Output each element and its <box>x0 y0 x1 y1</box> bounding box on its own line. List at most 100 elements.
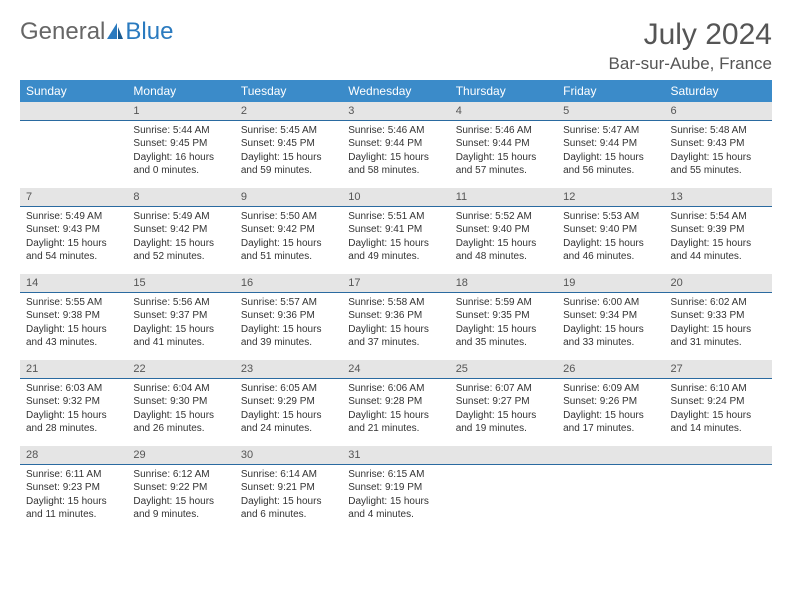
sunset-text: Sunset: 9:19 PM <box>348 481 443 495</box>
sunrise-text: Sunrise: 6:11 AM <box>26 468 121 482</box>
sunrise-text: Sunrise: 5:44 AM <box>133 124 228 138</box>
day-cell: Sunrise: 5:58 AMSunset: 9:36 PMDaylight:… <box>342 292 449 360</box>
day-cell: Sunrise: 5:57 AMSunset: 9:36 PMDaylight:… <box>235 292 342 360</box>
day-number: 9 <box>235 188 342 206</box>
sunset-text: Sunset: 9:36 PM <box>348 309 443 323</box>
daylight-text: Daylight: 15 hours and 43 minutes. <box>26 323 121 350</box>
sunset-text: Sunset: 9:43 PM <box>671 137 766 151</box>
daylight-text: Daylight: 15 hours and 57 minutes. <box>456 151 551 178</box>
daylight-text: Daylight: 15 hours and 51 minutes. <box>241 237 336 264</box>
sunrise-text: Sunrise: 6:09 AM <box>563 382 658 396</box>
logo-text-blue: Blue <box>125 18 173 46</box>
daylight-text: Daylight: 15 hours and 39 minutes. <box>241 323 336 350</box>
daylight-text: Daylight: 15 hours and 6 minutes. <box>241 495 336 522</box>
day-cell: Sunrise: 6:02 AMSunset: 9:33 PMDaylight:… <box>665 292 772 360</box>
daylight-text: Daylight: 15 hours and 33 minutes. <box>563 323 658 350</box>
day-number: 20 <box>665 274 772 292</box>
sunrise-text: Sunrise: 6:03 AM <box>26 382 121 396</box>
sunset-text: Sunset: 9:44 PM <box>348 137 443 151</box>
sunrise-text: Sunrise: 5:55 AM <box>26 296 121 310</box>
day-number: 16 <box>235 274 342 292</box>
weekday-header-row: Sunday Monday Tuesday Wednesday Thursday… <box>20 80 772 102</box>
day-number: 27 <box>665 360 772 378</box>
day-number: 17 <box>342 274 449 292</box>
location: Bar-sur-Aube, France <box>609 54 772 74</box>
sunset-text: Sunset: 9:35 PM <box>456 309 551 323</box>
weekday-header: Friday <box>557 80 664 102</box>
calendar-table: Sunday Monday Tuesday Wednesday Thursday… <box>20 80 772 532</box>
day-number: 11 <box>450 188 557 206</box>
sunset-text: Sunset: 9:28 PM <box>348 395 443 409</box>
day-cell: Sunrise: 6:10 AMSunset: 9:24 PMDaylight:… <box>665 378 772 446</box>
daylight-text: Daylight: 15 hours and 14 minutes. <box>671 409 766 436</box>
day-number: 25 <box>450 360 557 378</box>
sunrise-text: Sunrise: 5:52 AM <box>456 210 551 224</box>
day-number: 14 <box>20 274 127 292</box>
day-number: 26 <box>557 360 664 378</box>
day-number <box>557 446 664 464</box>
daylight-text: Daylight: 15 hours and 48 minutes. <box>456 237 551 264</box>
header: General Blue July 2024 Bar-sur-Aube, Fra… <box>20 18 772 74</box>
day-number: 23 <box>235 360 342 378</box>
day-number: 24 <box>342 360 449 378</box>
day-cell: Sunrise: 5:50 AMSunset: 9:42 PMDaylight:… <box>235 206 342 274</box>
daylight-text: Daylight: 15 hours and 55 minutes. <box>671 151 766 178</box>
day-cell <box>20 120 127 188</box>
sunset-text: Sunset: 9:24 PM <box>671 395 766 409</box>
day-number: 15 <box>127 274 234 292</box>
sunrise-text: Sunrise: 6:00 AM <box>563 296 658 310</box>
weekday-header: Tuesday <box>235 80 342 102</box>
day-cell: Sunrise: 5:55 AMSunset: 9:38 PMDaylight:… <box>20 292 127 360</box>
daylight-text: Daylight: 15 hours and 37 minutes. <box>348 323 443 350</box>
daylight-text: Daylight: 15 hours and 35 minutes. <box>456 323 551 350</box>
daylight-text: Daylight: 15 hours and 46 minutes. <box>563 237 658 264</box>
sunset-text: Sunset: 9:33 PM <box>671 309 766 323</box>
day-cell: Sunrise: 6:05 AMSunset: 9:29 PMDaylight:… <box>235 378 342 446</box>
sunset-text: Sunset: 9:27 PM <box>456 395 551 409</box>
day-number-row: 28293031 <box>20 446 772 464</box>
day-number-row: 123456 <box>20 102 772 120</box>
daylight-text: Daylight: 16 hours and 0 minutes. <box>133 151 228 178</box>
sunset-text: Sunset: 9:40 PM <box>563 223 658 237</box>
sunset-text: Sunset: 9:40 PM <box>456 223 551 237</box>
logo-sail-icon <box>103 21 125 43</box>
day-cell: Sunrise: 5:47 AMSunset: 9:44 PMDaylight:… <box>557 120 664 188</box>
day-number: 6 <box>665 102 772 120</box>
sunrise-text: Sunrise: 6:10 AM <box>671 382 766 396</box>
daylight-text: Daylight: 15 hours and 52 minutes. <box>133 237 228 264</box>
day-cell: Sunrise: 5:53 AMSunset: 9:40 PMDaylight:… <box>557 206 664 274</box>
day-number: 4 <box>450 102 557 120</box>
day-number: 21 <box>20 360 127 378</box>
sunrise-text: Sunrise: 6:14 AM <box>241 468 336 482</box>
day-number: 5 <box>557 102 664 120</box>
daylight-text: Daylight: 15 hours and 41 minutes. <box>133 323 228 350</box>
sunset-text: Sunset: 9:21 PM <box>241 481 336 495</box>
day-cell: Sunrise: 5:44 AMSunset: 9:45 PMDaylight:… <box>127 120 234 188</box>
title-block: July 2024 Bar-sur-Aube, France <box>609 18 772 74</box>
sunset-text: Sunset: 9:41 PM <box>348 223 443 237</box>
daylight-text: Daylight: 15 hours and 56 minutes. <box>563 151 658 178</box>
day-cell: Sunrise: 5:51 AMSunset: 9:41 PMDaylight:… <box>342 206 449 274</box>
day-cell <box>557 464 664 532</box>
sunset-text: Sunset: 9:44 PM <box>563 137 658 151</box>
day-cell: Sunrise: 5:46 AMSunset: 9:44 PMDaylight:… <box>342 120 449 188</box>
day-cell: Sunrise: 5:59 AMSunset: 9:35 PMDaylight:… <box>450 292 557 360</box>
day-number: 8 <box>127 188 234 206</box>
sunrise-text: Sunrise: 5:51 AM <box>348 210 443 224</box>
sunrise-text: Sunrise: 5:50 AM <box>241 210 336 224</box>
day-cell <box>450 464 557 532</box>
day-cell: Sunrise: 6:00 AMSunset: 9:34 PMDaylight:… <box>557 292 664 360</box>
sunset-text: Sunset: 9:23 PM <box>26 481 121 495</box>
sunrise-text: Sunrise: 5:54 AM <box>671 210 766 224</box>
day-number: 31 <box>342 446 449 464</box>
sunrise-text: Sunrise: 6:07 AM <box>456 382 551 396</box>
day-number-row: 21222324252627 <box>20 360 772 378</box>
daylight-text: Daylight: 15 hours and 19 minutes. <box>456 409 551 436</box>
day-detail-row: Sunrise: 6:11 AMSunset: 9:23 PM Daylight:… <box>20 464 772 532</box>
day-number: 22 <box>127 360 234 378</box>
sunset-text: Sunset: 9:45 PM <box>133 137 228 151</box>
daylight-text: Daylight: 15 hours and 21 minutes. <box>348 409 443 436</box>
month-title: July 2024 <box>609 18 772 52</box>
sunset-text: Sunset: 9:30 PM <box>133 395 228 409</box>
day-number: 30 <box>235 446 342 464</box>
